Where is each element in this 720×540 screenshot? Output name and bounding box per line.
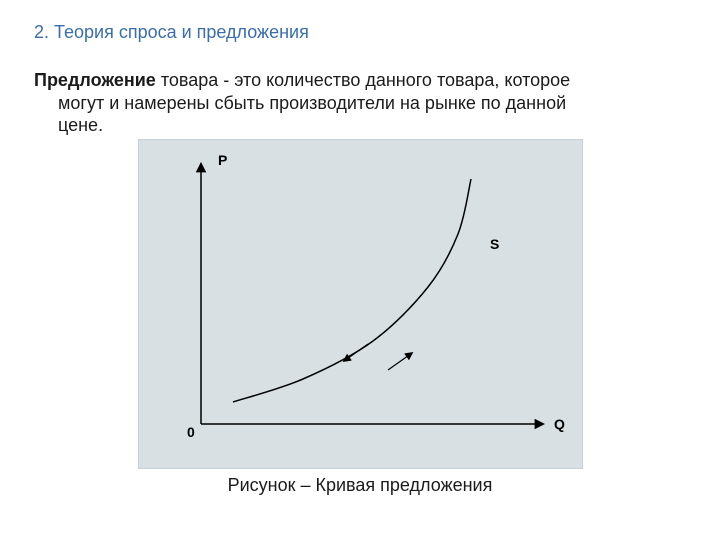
line1-rest: товара - это количество данного товара, … (156, 70, 570, 90)
line3: цене. (34, 114, 686, 137)
definition-paragraph: Предложение товара - это количество данн… (34, 69, 686, 137)
line2: могут и намерены сбыть производители на … (34, 92, 686, 115)
svg-text:S: S (490, 236, 499, 252)
svg-text:0: 0 (187, 424, 195, 440)
supply-curve-chart: P Q 0 S (138, 139, 583, 469)
svg-text:P: P (218, 152, 227, 168)
term-bold: Предложение (34, 70, 156, 90)
figure-caption: Рисунок – Кривая предложения (34, 475, 686, 496)
svg-text:Q: Q (554, 416, 565, 432)
section-heading: 2. Теория спроса и предложения (34, 22, 686, 43)
